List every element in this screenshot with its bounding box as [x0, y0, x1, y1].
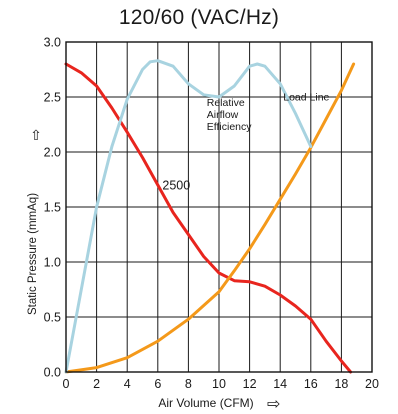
annotation-label: 2500 [162, 178, 190, 192]
x-tick-label: 6 [154, 377, 161, 391]
x-tick-label: 12 [243, 377, 257, 391]
x-tick-label: 20 [365, 377, 379, 391]
chart-title: 120/60 (VAC/Hz) [118, 6, 280, 29]
x-axis-arrow-icon: ⇨ [267, 396, 280, 413]
series-line-2 [64, 59, 313, 374]
y-tick-label: 0.5 [44, 311, 61, 325]
tick-labels: 0 2 4 6 8 10 12 14 16 18 20 0.0 0.5 1.0 1.5 2.0 2.5 3.0 [44, 36, 379, 392]
series-line-1 [64, 62, 356, 374]
x-tick-label: 0 [63, 377, 70, 391]
series-line-0 [64, 62, 353, 374]
x-tick-label: 16 [304, 377, 318, 391]
y-tick-label: 0.0 [44, 366, 61, 380]
series-group [64, 59, 356, 374]
annotation-label: Efficiency [207, 121, 252, 133]
y-tick-label: 1.0 [44, 256, 61, 270]
y-tick-label: 3.0 [44, 36, 61, 50]
annotation-label: Airflow [207, 109, 239, 121]
x-axis-label: Air Volume (CFM) [158, 396, 253, 410]
annotation-label: Relative [207, 97, 245, 109]
x-tick-label: 18 [334, 377, 348, 391]
y-tick-label: 1.5 [44, 201, 61, 215]
y-axis-label: Static Pressure (mmAq) [27, 193, 39, 315]
y-tick-label: 2.5 [44, 91, 61, 105]
x-tick-label: 4 [124, 377, 131, 391]
axis-labels: Static Pressure (mmAq) ⇧ Air Volume (CFM… [27, 127, 280, 413]
x-tick-label: 2 [93, 377, 100, 391]
x-tick-label: 14 [273, 377, 287, 391]
y-axis-arrow-icon: ⇧ [30, 127, 42, 143]
plot-frame [65, 41, 373, 373]
x-tick-label: 8 [185, 377, 192, 391]
y-tick-label: 2.0 [44, 146, 61, 160]
annotation-label: Load Line [283, 91, 329, 103]
x-tick-label: 10 [212, 377, 226, 391]
